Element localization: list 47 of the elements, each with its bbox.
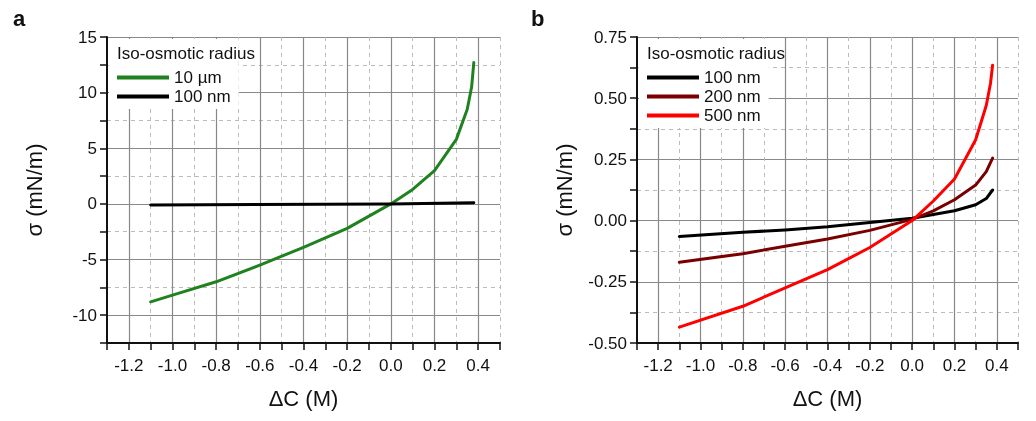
y-tick-label: 0.25	[593, 149, 627, 169]
y-tick-label: -10	[72, 305, 97, 325]
y-tick-label: 0.00	[593, 211, 627, 231]
line-series	[677, 188, 995, 239]
x-tick-label: -0.6	[770, 356, 800, 375]
line-series	[149, 61, 476, 304]
chart-title: a	[13, 5, 26, 31]
legend-label: 10 µm	[174, 68, 222, 87]
x-tick-label: -1.2	[643, 356, 673, 375]
x-tick-label: 0.4	[985, 356, 1009, 375]
x-tick-label: 0.0	[379, 356, 403, 375]
x-tick-label: 0.2	[942, 356, 967, 375]
x-tick-label: -0.6	[245, 356, 275, 375]
y-tick-label: 5	[87, 138, 97, 158]
legend-title: Iso-osmotic radius	[647, 44, 785, 63]
legend-label: 500 nm	[704, 106, 761, 125]
x-axis-title: ΔC (M)	[792, 385, 863, 411]
y-axis-title: σ (mN/m)	[21, 143, 47, 237]
x-tick-label: -0.2	[332, 356, 362, 375]
x-tick-label: 0.0	[900, 356, 924, 375]
y-tick-label: -0.25	[588, 272, 627, 292]
x-tick-label: -1.2	[114, 356, 144, 375]
y-tick-label: -0.50	[588, 333, 627, 353]
x-tick-label: -0.4	[288, 356, 319, 375]
x-tick-label: -1.0	[685, 356, 716, 375]
x-tick-label: -0.2	[855, 356, 885, 375]
chart-title: b	[531, 5, 545, 31]
x-tick-label: -0.8	[728, 356, 758, 375]
legend-title: Iso-osmotic radius	[117, 44, 255, 63]
line-series	[677, 156, 995, 264]
y-tick-label: 0	[87, 194, 97, 214]
y-axis-title: σ (mN/m)	[551, 143, 577, 237]
legend-label: 100 nm	[704, 68, 761, 87]
legend-label: 100 nm	[174, 87, 231, 106]
y-tick-label: 15	[78, 27, 97, 47]
x-axis-title: ΔC (M)	[268, 385, 339, 411]
x-tick-label: -0.4	[812, 356, 843, 375]
x-tick-label: -1.0	[157, 356, 188, 375]
y-tick-label: -5	[81, 250, 97, 270]
x-tick-label: -0.8	[201, 356, 231, 375]
x-tick-label: 0.2	[422, 356, 447, 375]
legend-label: 200 nm	[704, 87, 761, 106]
y-tick-label: 0.75	[593, 27, 627, 47]
y-tick-label: 0.50	[593, 88, 627, 108]
line-series	[677, 63, 995, 329]
y-tick-label: 10	[78, 83, 97, 103]
x-tick-label: 0.4	[466, 356, 490, 375]
